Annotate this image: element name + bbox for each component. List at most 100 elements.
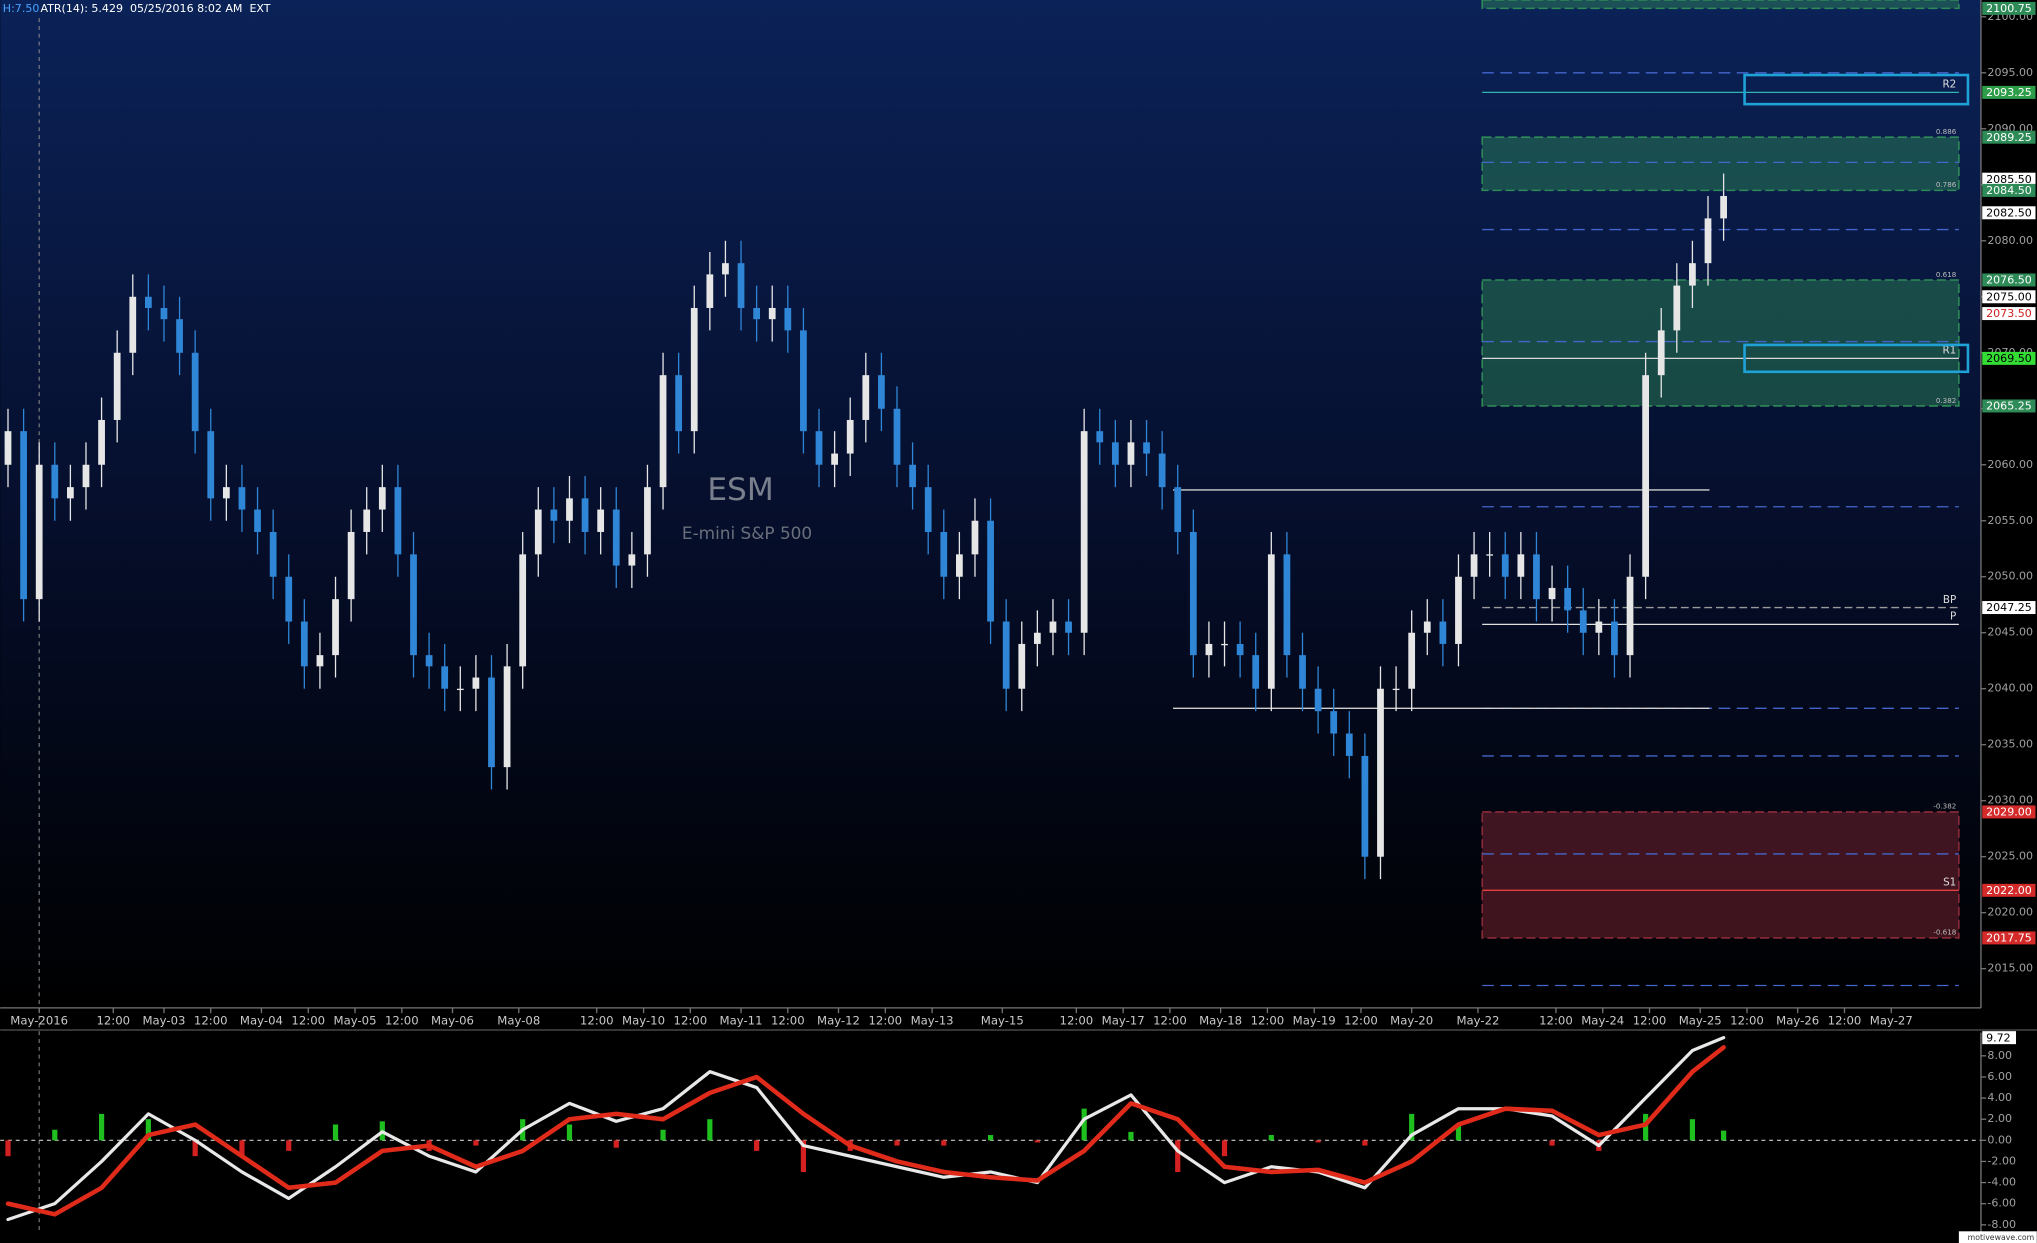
candle-body: [456, 688, 464, 691]
candle-body: [1470, 554, 1478, 577]
x-tick-label: May-13: [911, 1013, 954, 1027]
candle-body: [1096, 431, 1104, 443]
candle-body: [519, 554, 527, 667]
candle-body: [113, 352, 121, 420]
candle-body: [269, 531, 277, 577]
y-tick-label: 6.00: [1987, 1070, 2012, 1083]
candle-body: [1595, 621, 1603, 633]
candle-body: [1533, 554, 1540, 600]
candle-body: [1486, 554, 1494, 556]
histogram-bar: [1081, 1108, 1087, 1141]
fib-label: 0.618: [1936, 270, 1957, 279]
candle-body: [1564, 587, 1572, 611]
candle-body: [878, 375, 885, 409]
candle-body: [1720, 195, 1727, 219]
y-tick-label: 2060.00: [1987, 458, 2033, 471]
level-label: P: [1950, 611, 1956, 623]
candle-body: [410, 554, 417, 656]
candle-body: [1579, 610, 1587, 633]
price-tag-label: 2017.75: [1986, 932, 2032, 945]
x-tick-label: May-05: [334, 1013, 377, 1027]
candle-body: [846, 419, 854, 454]
histogram-bar: [1721, 1130, 1727, 1141]
candle-body: [332, 599, 339, 656]
histogram-bar: [566, 1124, 573, 1141]
price-tag: [1982, 290, 2036, 304]
candle-body: [488, 677, 495, 768]
candle-body: [924, 487, 932, 532]
fib-label: -0.618: [1933, 928, 1956, 937]
y-tick-label: -4.00: [1987, 1176, 2016, 1189]
histogram-bar: [894, 1140, 900, 1146]
candle-body: [378, 487, 386, 510]
zone: [1481, 136, 1960, 192]
y-tick-label: 0.00: [1987, 1133, 2012, 1146]
x-tick-label: 12:00: [96, 1013, 130, 1027]
level-label: R1: [1942, 345, 1956, 357]
price-tag: [1982, 307, 2036, 321]
x-tick-label: May-2016: [10, 1013, 68, 1027]
histogram-bar: [98, 1113, 105, 1141]
oscillator-line: [6, 1036, 1726, 1222]
candle-body: [425, 655, 433, 667]
candle-body: [1642, 375, 1650, 577]
candle-body: [238, 487, 246, 510]
x-tick-label: 12:00: [1539, 1013, 1573, 1027]
y-tick-label: 2035.00: [1987, 738, 2033, 751]
candle-body: [706, 274, 714, 308]
candle-body: [1626, 576, 1634, 656]
x-tick-label: May-04: [240, 1013, 283, 1027]
candle-body: [1392, 688, 1400, 691]
y-tick-label: -8.00: [1987, 1218, 2016, 1231]
x-tick-label: May-06: [431, 1013, 474, 1027]
candle-body: [893, 408, 901, 465]
y-tick-label: 2080.00: [1987, 234, 2033, 247]
price-tag: [1982, 351, 2036, 365]
histogram-bar: [1689, 1119, 1696, 1141]
histogram-bar: [332, 1124, 339, 1141]
histogram-bar: [754, 1140, 760, 1151]
y-tick-label: 2020.00: [1987, 906, 2033, 919]
candle-body: [20, 431, 27, 600]
y-tick-label: 2015.00: [1987, 962, 2033, 975]
x-tick-label: May-08: [497, 1013, 540, 1027]
header-high: H:7.50: [3, 2, 40, 15]
candle-body: [644, 487, 651, 555]
candle-body: [254, 509, 261, 532]
candle-body: [815, 431, 823, 465]
candle-body: [1423, 621, 1431, 633]
x-tick-label: May-26: [1776, 1013, 1819, 1027]
candle-body: [1127, 442, 1135, 465]
candle-body: [160, 307, 168, 320]
candle-body: [1002, 621, 1010, 689]
fib-label: -0.382: [1933, 802, 1956, 811]
candle-body: [1033, 632, 1041, 644]
candle-body: [503, 666, 511, 768]
candle-body: [1517, 554, 1525, 577]
zone: [1481, 0, 1960, 10]
x-tick-label: 12:00: [1633, 1013, 1667, 1027]
histogram-bar: [1268, 1135, 1274, 1141]
x-tick-label: 12:00: [1251, 1013, 1285, 1027]
candle-body: [1158, 453, 1166, 488]
y-tick-label: 4.00: [1987, 1091, 2012, 1104]
histogram-bar: [473, 1140, 479, 1146]
zone: [1481, 811, 1960, 939]
candle-body: [956, 554, 963, 577]
histogram-bar: [613, 1140, 619, 1148]
candle-body: [909, 464, 916, 488]
watermark-symbol: ESM: [707, 472, 773, 508]
price-tag-label: 2029.00: [1986, 806, 2032, 819]
x-tick-label: May-25: [1679, 1013, 1722, 1027]
candle-body: [659, 375, 667, 488]
fib-label: 0.382: [1936, 396, 1956, 405]
candle-body: [394, 487, 402, 555]
candle-body: [534, 509, 542, 555]
candle-body: [1174, 487, 1182, 532]
candle-body: [753, 307, 761, 320]
candle-body: [971, 520, 979, 555]
price-tag-label: 2084.50: [1986, 184, 2032, 197]
y-tick-label: 2.00: [1987, 1112, 2012, 1125]
